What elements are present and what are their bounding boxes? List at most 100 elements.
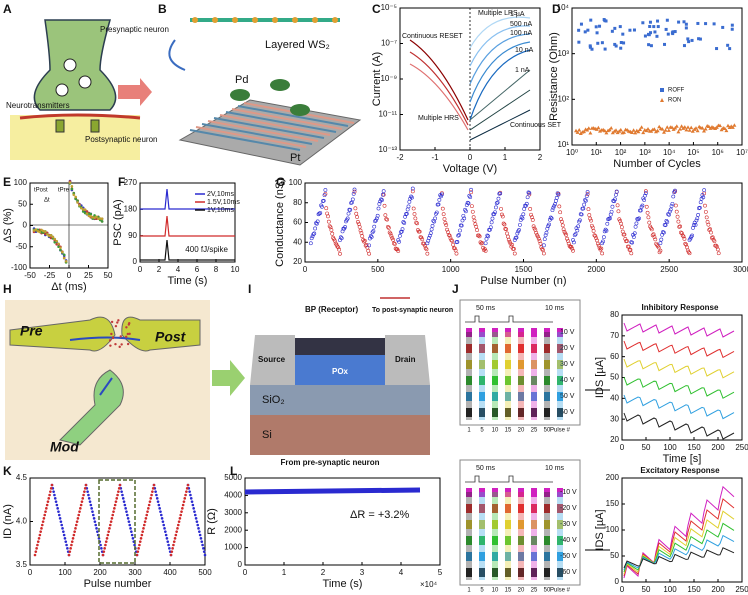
point — [526, 190, 531, 195]
point — [612, 199, 617, 204]
pulse — [492, 392, 498, 401]
point — [162, 523, 166, 527]
point — [586, 207, 591, 212]
x-tick-label: 200 — [711, 585, 725, 594]
point — [326, 219, 331, 224]
point — [64, 259, 68, 263]
y-tick-label: 60 — [293, 218, 302, 227]
point — [429, 227, 434, 232]
point — [147, 507, 150, 510]
voltage-label: -10 V — [560, 489, 577, 496]
roff-point — [712, 22, 716, 26]
pulse — [557, 536, 563, 545]
point — [343, 225, 348, 229]
ron-point — [665, 125, 670, 129]
pulse — [466, 360, 472, 369]
point — [445, 227, 449, 232]
point — [108, 523, 112, 527]
point — [42, 517, 46, 520]
plot-frame — [139, 182, 236, 263]
point — [72, 193, 76, 197]
x-tick-label: 50 — [544, 428, 551, 434]
panel-label: G — [276, 175, 285, 189]
point — [557, 204, 562, 209]
point — [695, 216, 700, 221]
point — [79, 507, 82, 510]
y-tick-label: -50 — [15, 242, 27, 251]
pulse — [557, 344, 563, 353]
ron-point — [714, 125, 719, 129]
point — [57, 513, 61, 517]
point — [489, 220, 494, 225]
point — [667, 209, 672, 214]
point — [514, 235, 519, 240]
point — [202, 550, 206, 553]
point — [474, 224, 479, 229]
x-axis-label: Pulse Number (n) — [480, 275, 566, 287]
point — [155, 493, 158, 497]
point — [40, 228, 43, 232]
x-tick-label: 10⁶ — [712, 148, 724, 157]
annotation: 1 µA — [510, 11, 525, 18]
y-tick-label: 150 — [606, 499, 620, 508]
point — [314, 221, 319, 226]
x-tick-label: 1000 — [442, 265, 460, 274]
pulse — [557, 488, 563, 497]
roff-point — [603, 47, 607, 51]
point — [485, 233, 490, 238]
pulse — [557, 552, 563, 561]
point — [159, 510, 162, 513]
pulse — [505, 504, 511, 513]
atom — [312, 17, 318, 23]
point — [163, 527, 166, 530]
point — [469, 187, 473, 192]
curve — [409, 51, 469, 126]
curve — [244, 487, 421, 495]
pulse-column — [518, 492, 524, 580]
panel-label: D — [552, 2, 561, 16]
point — [524, 201, 529, 206]
ron-point — [724, 128, 729, 133]
x-tick-label: 250 — [735, 585, 748, 594]
roff-point — [663, 42, 667, 46]
point — [36, 543, 39, 547]
voltage-label: -40 V — [560, 537, 577, 544]
point — [98, 217, 102, 220]
point — [113, 507, 116, 510]
point — [139, 537, 143, 540]
point — [196, 523, 200, 527]
point — [430, 224, 435, 228]
point — [36, 540, 40, 543]
point — [712, 239, 717, 244]
annotation: Postsynaptic neuron — [85, 135, 158, 144]
point — [703, 209, 708, 214]
y-tick-label: 10¹ — [557, 140, 569, 149]
panel-label: C — [372, 2, 381, 16]
layer-line — [231, 108, 343, 130]
point — [111, 513, 115, 517]
point — [619, 225, 624, 230]
pulse — [531, 328, 537, 337]
point — [559, 219, 564, 224]
point — [149, 497, 153, 500]
point — [483, 249, 488, 253]
x-tick-label: 25 — [531, 588, 538, 594]
roff-point — [589, 18, 593, 22]
point — [322, 193, 327, 198]
point — [702, 188, 707, 193]
x-tick-label: 2 — [157, 265, 162, 274]
annotation: Continuous SET — [510, 122, 562, 129]
ron-point — [718, 123, 722, 128]
roff-point — [697, 37, 701, 41]
point — [553, 202, 557, 207]
point — [310, 234, 315, 239]
point — [520, 216, 525, 221]
point — [117, 490, 120, 493]
point — [37, 537, 41, 540]
point — [393, 246, 398, 251]
point — [605, 221, 610, 226]
pulse-column — [466, 492, 472, 580]
point — [114, 500, 118, 503]
point — [133, 543, 136, 547]
